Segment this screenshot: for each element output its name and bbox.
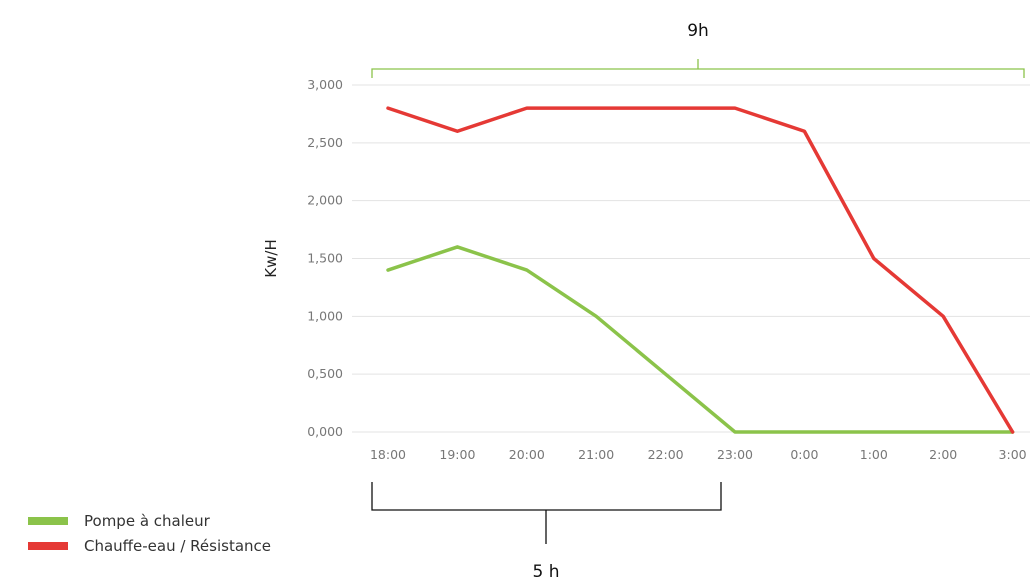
legend-label-heat-pump: Pompe à chaleur — [84, 511, 210, 530]
y-axis-title: Kw/H — [262, 239, 280, 277]
grid-lines — [352, 84, 1030, 433]
y-tick-label: 0,000 — [307, 424, 343, 439]
legend-item-heat-pump: Pompe à chaleur — [28, 508, 271, 533]
x-tick-label: 1:00 — [860, 447, 888, 462]
x-tick-label: 23:00 — [717, 447, 753, 462]
y-tick-label: 1,000 — [307, 308, 343, 323]
bottom-bracket-label: 5 h — [533, 562, 560, 582]
water-heater-line — [386, 106, 1015, 434]
y-tick-label: 2,000 — [307, 193, 343, 208]
legend: Pompe à chaleur Chauffe-eau / Résistance — [28, 508, 271, 558]
x-tick-label: 0:00 — [790, 447, 818, 462]
x-tick-label: 19:00 — [439, 447, 475, 462]
heat-pump-line — [386, 245, 1015, 434]
x-tick-label: 3:00 — [999, 447, 1027, 462]
legend-swatch-heat-pump — [28, 516, 68, 525]
y-tick-label: 3,000 — [307, 77, 343, 92]
legend-swatch-water-heater — [28, 541, 68, 550]
top-bracket-label: 9h — [687, 21, 709, 41]
x-tick-label: 2:00 — [929, 447, 957, 462]
y-tick-label: 2,500 — [307, 135, 343, 150]
x-tick-label: 22:00 — [648, 447, 684, 462]
x-tick-label: 21:00 — [578, 447, 614, 462]
x-tick-labels: 18:00 19:00 20:00 21:00 22:00 23:00 0:00 1:00 2:… — [370, 447, 1027, 462]
x-tick-label: 20:00 — [509, 447, 545, 462]
legend-label-water-heater: Chauffe-eau / Résistance — [84, 536, 272, 555]
y-tick-label: 1,500 — [307, 251, 343, 266]
series-lines — [386, 106, 1015, 434]
bottom-bracket — [371, 482, 722, 544]
y-tick-label: 0,500 — [307, 366, 343, 381]
legend-item-water-heater: Chauffe-eau / Résistance — [28, 533, 271, 558]
duration-brackets: 9h 5 h — [371, 21, 1025, 582]
top-bracket — [371, 59, 1025, 78]
y-tick-labels: 0,000 0,500 1,000 1,500 2,000 2,500 3,000 — [307, 77, 343, 439]
x-tick-label: 18:00 — [370, 447, 406, 462]
